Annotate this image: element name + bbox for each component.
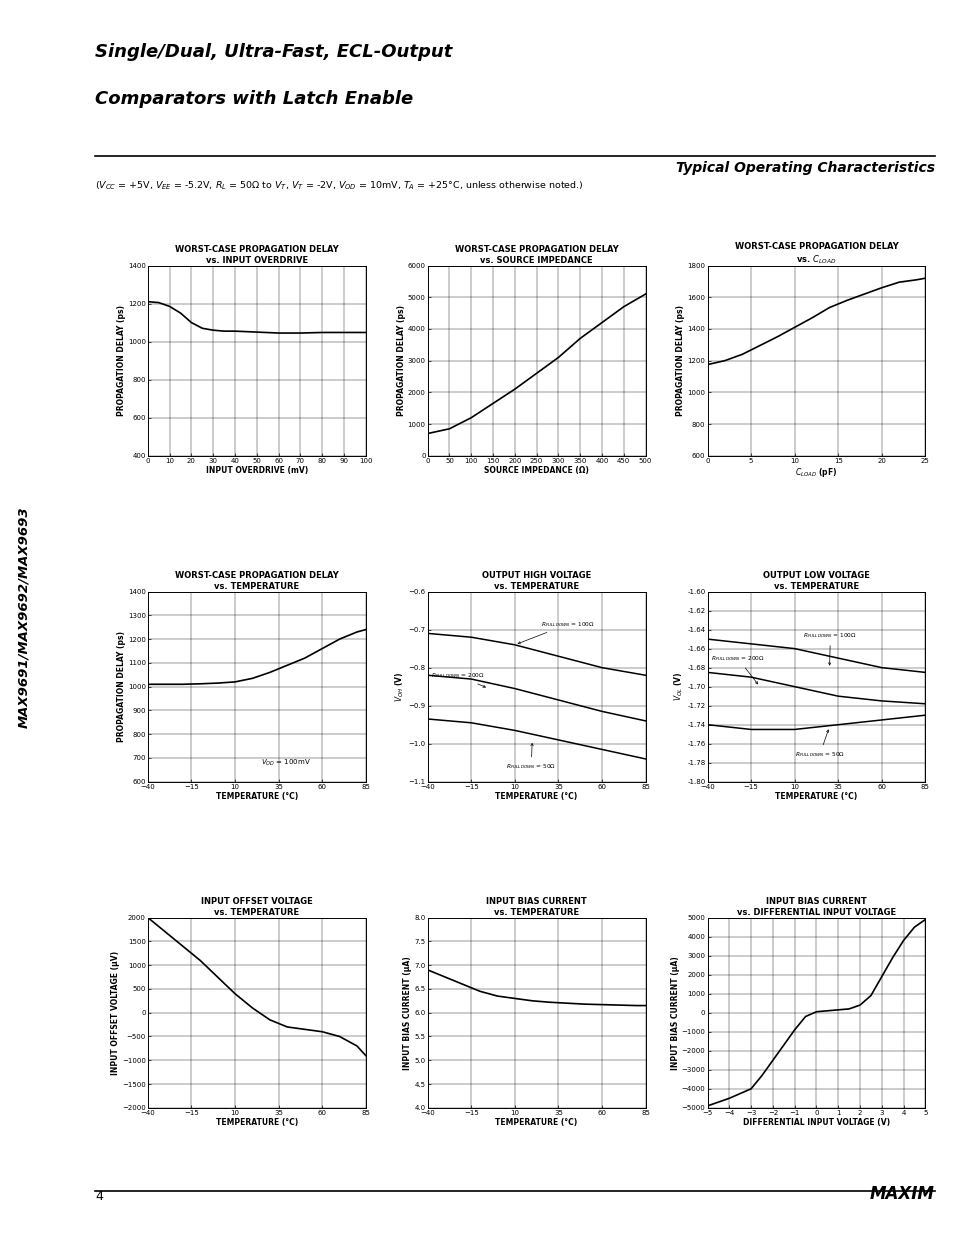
X-axis label: $C_{LOAD}$ (pF): $C_{LOAD}$ (pF) [795,466,837,479]
Title: WORST-CASE PROPAGATION DELAY
vs. $C_{LOAD}$: WORST-CASE PROPAGATION DELAY vs. $C_{LOA… [734,242,898,266]
X-axis label: DIFFERENTIAL INPUT VOLTAGE (V): DIFFERENTIAL INPUT VOLTAGE (V) [742,1118,889,1128]
Text: $R_{PULLDOWN}$ = 200$\Omega$: $R_{PULLDOWN}$ = 200$\Omega$ [431,671,485,688]
Text: Comparators with Latch Enable: Comparators with Latch Enable [95,90,414,109]
X-axis label: INPUT OVERDRIVE (mV): INPUT OVERDRIVE (mV) [206,466,308,475]
Title: INPUT BIAS CURRENT
vs. DIFFERENTIAL INPUT VOLTAGE: INPUT BIAS CURRENT vs. DIFFERENTIAL INPU… [736,897,895,916]
Text: $R_{PULLDOWN}$ = 100$\Omega$: $R_{PULLDOWN}$ = 100$\Omega$ [517,620,595,643]
X-axis label: TEMPERATURE (°C): TEMPERATURE (°C) [775,792,857,802]
X-axis label: TEMPERATURE (°C): TEMPERATURE (°C) [495,792,578,802]
Title: WORST-CASE PROPAGATION DELAY
vs. SOURCE IMPEDANCE: WORST-CASE PROPAGATION DELAY vs. SOURCE … [455,245,618,264]
Y-axis label: PROPAGATION DELAY (ps): PROPAGATION DELAY (ps) [676,305,684,416]
Title: OUTPUT HIGH VOLTAGE
vs. TEMPERATURE: OUTPUT HIGH VOLTAGE vs. TEMPERATURE [481,571,591,590]
Y-axis label: $V_{OH}$ (V): $V_{OH}$ (V) [394,672,406,701]
Text: $R_{PULLDOWN}$ = 100$\Omega$: $R_{PULLDOWN}$ = 100$\Omega$ [802,631,857,664]
Y-axis label: INPUT BIAS CURRENT (μA): INPUT BIAS CURRENT (μA) [670,956,679,1070]
Text: $R_{PULLDOWN}$ = 50$\Omega$: $R_{PULLDOWN}$ = 50$\Omega$ [506,743,556,772]
Title: INPUT OFFSET VOLTAGE
vs. TEMPERATURE: INPUT OFFSET VOLTAGE vs. TEMPERATURE [201,897,313,916]
Title: WORST-CASE PROPAGATION DELAY
vs. INPUT OVERDRIVE: WORST-CASE PROPAGATION DELAY vs. INPUT O… [174,245,338,264]
Text: $V_{OD}$ = 100mV: $V_{OD}$ = 100mV [261,757,311,768]
Y-axis label: INPUT OFFSET VOLTAGE (μV): INPUT OFFSET VOLTAGE (μV) [111,951,120,1074]
X-axis label: TEMPERATURE (°C): TEMPERATURE (°C) [495,1118,578,1128]
Y-axis label: INPUT BIAS CURRENT (μA): INPUT BIAS CURRENT (μA) [403,956,412,1070]
Text: $R_{PULLDOWN}$ = 50$\Omega$: $R_{PULLDOWN}$ = 50$\Omega$ [794,730,844,760]
X-axis label: TEMPERATURE (°C): TEMPERATURE (°C) [215,792,297,802]
Title: WORST-CASE PROPAGATION DELAY
vs. TEMPERATURE: WORST-CASE PROPAGATION DELAY vs. TEMPERA… [174,571,338,590]
Text: MAX9691/MAX9692/MAX9693: MAX9691/MAX9692/MAX9693 [17,506,30,729]
Y-axis label: PROPAGATION DELAY (ps): PROPAGATION DELAY (ps) [116,631,126,742]
Text: MAXIM: MAXIM [869,1184,934,1203]
Title: INPUT BIAS CURRENT
vs. TEMPERATURE: INPUT BIAS CURRENT vs. TEMPERATURE [486,897,586,916]
Y-axis label: PROPAGATION DELAY (ps): PROPAGATION DELAY (ps) [116,305,126,416]
Text: ($V_{CC}$ = +5V, $V_{EE}$ = -5.2V, $R_L$ = 50$\Omega$ to $V_T$, $V_T$ = -2V, $V_: ($V_{CC}$ = +5V, $V_{EE}$ = -5.2V, $R_L$… [95,179,583,191]
Text: Typical Operating Characteristics: Typical Operating Characteristics [676,161,934,174]
Text: Single/Dual, Ultra-Fast, ECL-Output: Single/Dual, Ultra-Fast, ECL-Output [95,43,453,62]
Title: OUTPUT LOW VOLTAGE
vs. TEMPERATURE: OUTPUT LOW VOLTAGE vs. TEMPERATURE [762,571,869,590]
Text: $R_{PULLDOWN}$ = 200$\Omega$: $R_{PULLDOWN}$ = 200$\Omega$ [710,655,764,684]
X-axis label: SOURCE IMPEDANCE (Ω): SOURCE IMPEDANCE (Ω) [484,466,588,475]
Text: 4: 4 [95,1189,103,1203]
X-axis label: TEMPERATURE (°C): TEMPERATURE (°C) [215,1118,297,1128]
Y-axis label: $V_{OL}$ (V): $V_{OL}$ (V) [672,672,684,701]
Y-axis label: PROPAGATION DELAY (ps): PROPAGATION DELAY (ps) [396,305,405,416]
